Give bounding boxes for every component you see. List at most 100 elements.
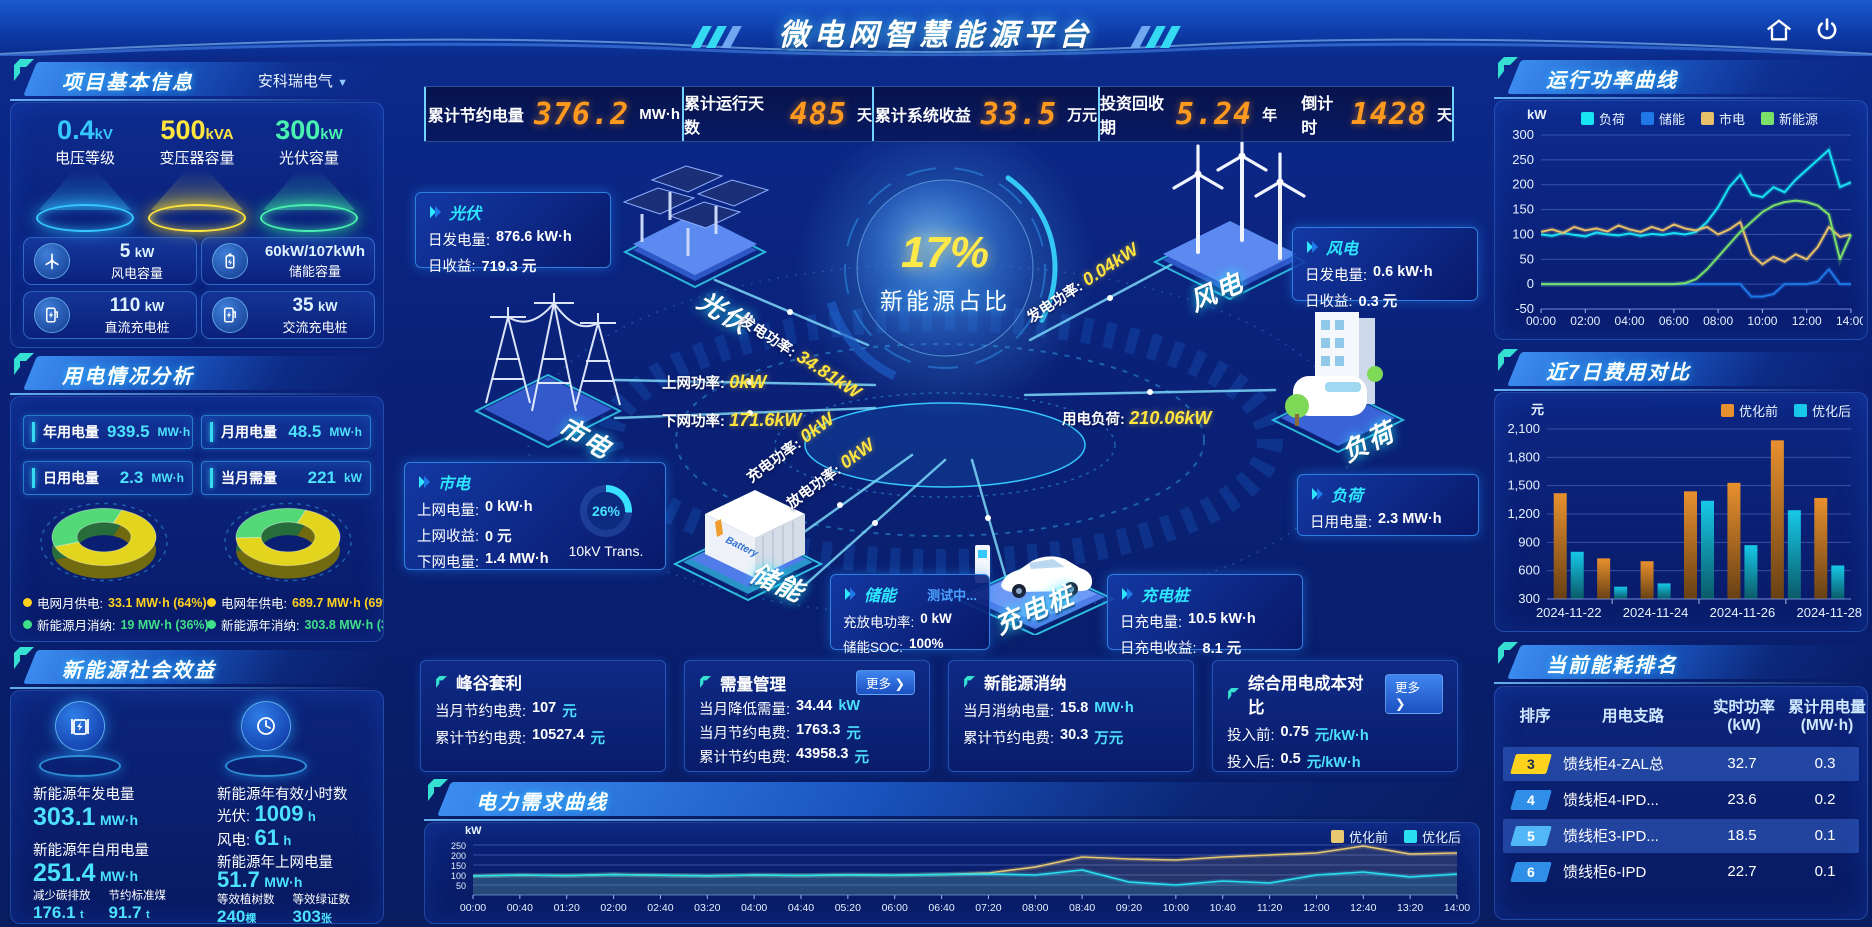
chevron-icon xyxy=(845,588,856,600)
usage-legend-item[interactable]: 新能源月消纳: 19 MW·h (36%) xyxy=(23,615,209,634)
table-row[interactable]: 3 馈线柜4-ZAL总 32.7 0.3 xyxy=(1503,746,1859,781)
project-info-panel: 0.4kV 电压等级 500kVA 变压器容量 300kW 光伏容量 5 kW … xyxy=(10,102,384,348)
legend-item[interactable]: 优化后 xyxy=(1793,401,1851,420)
svg-text:08:00: 08:00 xyxy=(1703,314,1733,328)
peak-valley-card: 峰谷套利 当月节约电费: 107 元 累计节约电费: 10527.4 元 xyxy=(420,660,666,772)
month-usage-stat: 月用电量 48.5 MW·h xyxy=(201,415,371,449)
svg-text:12:00: 12:00 xyxy=(1303,902,1329,914)
grid-node[interactable] xyxy=(458,283,638,453)
transformer-gauge: 26% 10kV Trans. xyxy=(561,485,651,559)
svg-text:10:00: 10:00 xyxy=(1163,902,1189,914)
renewable-consumption-card: 新能源消纳 当月消纳电量: 15.8 MW·h 累计节约电费: 30.3 万元 xyxy=(948,660,1194,772)
svg-text:200: 200 xyxy=(1512,177,1534,192)
flow-label-grid-feed: 上网功率: 0kW xyxy=(662,372,767,392)
project-info-header: 项目基本信息 安科瑞电气 ▼ xyxy=(10,59,389,101)
power-curve-chart: -50 0 50 100 150 200 250 300 00:00 02:00 04:00 06:0… xyxy=(1495,127,1866,335)
legend-swatch-icon xyxy=(1403,830,1417,843)
center-percentage: 17% xyxy=(900,228,990,277)
transformer-capacity-stat: 500kVA 变压器容量 xyxy=(137,115,257,232)
energy-ranking-header: 当前能耗排名 xyxy=(1494,642,1872,684)
svg-text:00:00: 00:00 xyxy=(460,902,486,914)
svg-text:2024-11-24: 2024-11-24 xyxy=(1623,605,1689,620)
legend-item[interactable]: 优化前 xyxy=(1720,401,1778,420)
svg-text:06:40: 06:40 xyxy=(928,902,954,914)
chevron-icon xyxy=(430,206,441,218)
month-demand-stat: 当月需量 221 kW xyxy=(201,461,371,495)
pv-tooltip: 光伏 日发电量: 876.6 kW·h 日收益: 719.3 元 xyxy=(415,192,611,275)
corner-flag-icon xyxy=(428,779,448,801)
panel-title: 用电情况分析 xyxy=(62,366,194,388)
power-icon[interactable] xyxy=(1812,16,1842,44)
svg-text:02:40: 02:40 xyxy=(647,902,673,914)
legend-dot-icon xyxy=(207,598,216,607)
header-underline xyxy=(10,99,382,101)
battery-icon xyxy=(212,243,248,279)
svg-text:04:40: 04:40 xyxy=(788,902,814,914)
cost-chart-legend: 优化前 优化后 xyxy=(1705,401,1851,420)
load-node[interactable] xyxy=(1263,298,1413,458)
benefit-line: 风电: 61 h xyxy=(217,825,292,850)
legend-swatch-icon xyxy=(1701,112,1715,125)
legend-item[interactable]: 优化后 xyxy=(1403,827,1461,846)
svg-text:07:20: 07:20 xyxy=(975,902,1001,914)
table-header: 排序 用电支路 实时功率 (kW) 累计用电量 (MW·h) xyxy=(1519,699,1866,734)
benefit-label: 新能源年有效小时数 xyxy=(217,787,348,803)
company-select[interactable]: 安科瑞电气 ▼ xyxy=(257,73,348,90)
dc-charger-card: 110 kW 直流充电桩 xyxy=(23,291,197,339)
header-underline xyxy=(424,819,1478,821)
svg-text:50: 50 xyxy=(456,881,466,891)
social-benefit-panel: 新能源年发电量 303.1 MW·h 新能源年自用电量 251.4 MW·h 减… xyxy=(10,690,384,924)
y-axis-label: kW xyxy=(1527,107,1547,122)
corner-flag-icon xyxy=(436,675,447,688)
rank-badge: 5 xyxy=(1510,825,1552,846)
benefit-label: 新能源年自用电量 xyxy=(33,843,149,859)
kpi-bar: 累计节约电量 376.2 MW·h 累计运行天数 485 天 累计系统收益 33… xyxy=(424,86,1454,142)
demand-chart: 50 100 150 200 250 00:00 00:40 01:20 02:00 02:40 0… xyxy=(431,827,1471,919)
wind-node[interactable] xyxy=(1120,112,1330,307)
demand-curve-panel: kW 优化前 优化后 50 100 150 200 250 00:00 00:40 01:20 0… xyxy=(424,822,1480,924)
home-icon[interactable] xyxy=(1764,16,1794,44)
svg-text:-50: -50 xyxy=(1515,301,1534,316)
table-row[interactable]: 6 馈线柜6-IPD 22.7 0.1 xyxy=(1503,855,1859,889)
legend-item[interactable]: 储能 xyxy=(1641,109,1685,128)
header-underline xyxy=(1494,389,1866,391)
usage-legend-item[interactable]: 电网月供电: 33.1 MW·h (64%) xyxy=(23,593,207,612)
legend-dot-icon xyxy=(23,598,32,607)
power-curve-panel: kW 负荷 储能 市电 新能源 -50 0 50 100 150 200 250 300 00:00 0… xyxy=(1494,100,1868,340)
more-button[interactable]: 更多 ❯ xyxy=(856,670,915,695)
load-tooltip: 负荷 日用电量: 2.3 MW·h xyxy=(1297,474,1479,536)
legend-item[interactable]: 市电 xyxy=(1701,109,1745,128)
table-row[interactable]: 4 馈线柜4-IPD... 23.6 0.2 xyxy=(1503,783,1859,817)
benefit-value: 303.1 MW·h xyxy=(33,803,139,831)
svg-text:01:20: 01:20 xyxy=(554,902,580,914)
legend-dot-icon xyxy=(23,620,32,629)
clock-icon xyxy=(241,701,291,751)
y-axis-label: kW xyxy=(465,825,482,837)
svg-text:150: 150 xyxy=(1512,202,1534,217)
legend-swatch-icon xyxy=(1720,404,1734,417)
demand-management-card: 需量管理 更多 ❯ 当月降低需量: 34.44 kW 当月节约电费: 1763.3 元 … xyxy=(684,660,930,772)
legend-item[interactable]: 新能源 xyxy=(1761,109,1818,128)
table-row[interactable]: 5 馈线柜3-IPD... 18.5 0.1 xyxy=(1503,818,1859,853)
svg-text:250: 250 xyxy=(451,841,466,851)
svg-text:06:00: 06:00 xyxy=(882,902,908,914)
svg-text:2024-11-22: 2024-11-22 xyxy=(1536,605,1602,620)
benefit-value: 251.4 MW·h xyxy=(33,859,139,887)
light-cone xyxy=(151,170,243,210)
svg-text:03:20: 03:20 xyxy=(694,902,720,914)
usage-legend-item[interactable]: 电网年供电: 689.7 MW·h (69%) xyxy=(207,593,383,612)
svg-text:10:00: 10:00 xyxy=(1747,314,1777,328)
panel-title: 运行功率曲线 xyxy=(1546,70,1678,92)
pedestal-ring xyxy=(36,204,134,232)
flow-label-grid-draw: 下网功率: 171.6kW xyxy=(662,410,802,430)
power-curve-header: 运行功率曲线 xyxy=(1494,57,1872,99)
pv-node[interactable] xyxy=(600,158,790,293)
legend-item[interactable]: 负荷 xyxy=(1581,109,1625,128)
usage-legend-item[interactable]: 新能源年消纳: 303.8 MW·h (31%) xyxy=(207,615,383,634)
voltage-level-stat: 0.4kV 电压等级 xyxy=(25,115,145,232)
legend-item[interactable]: 优化前 xyxy=(1330,827,1388,846)
svg-text:150: 150 xyxy=(451,861,466,871)
more-button[interactable]: 更多 ❯ xyxy=(1384,674,1443,714)
svg-text:1,200: 1,200 xyxy=(1507,506,1540,521)
